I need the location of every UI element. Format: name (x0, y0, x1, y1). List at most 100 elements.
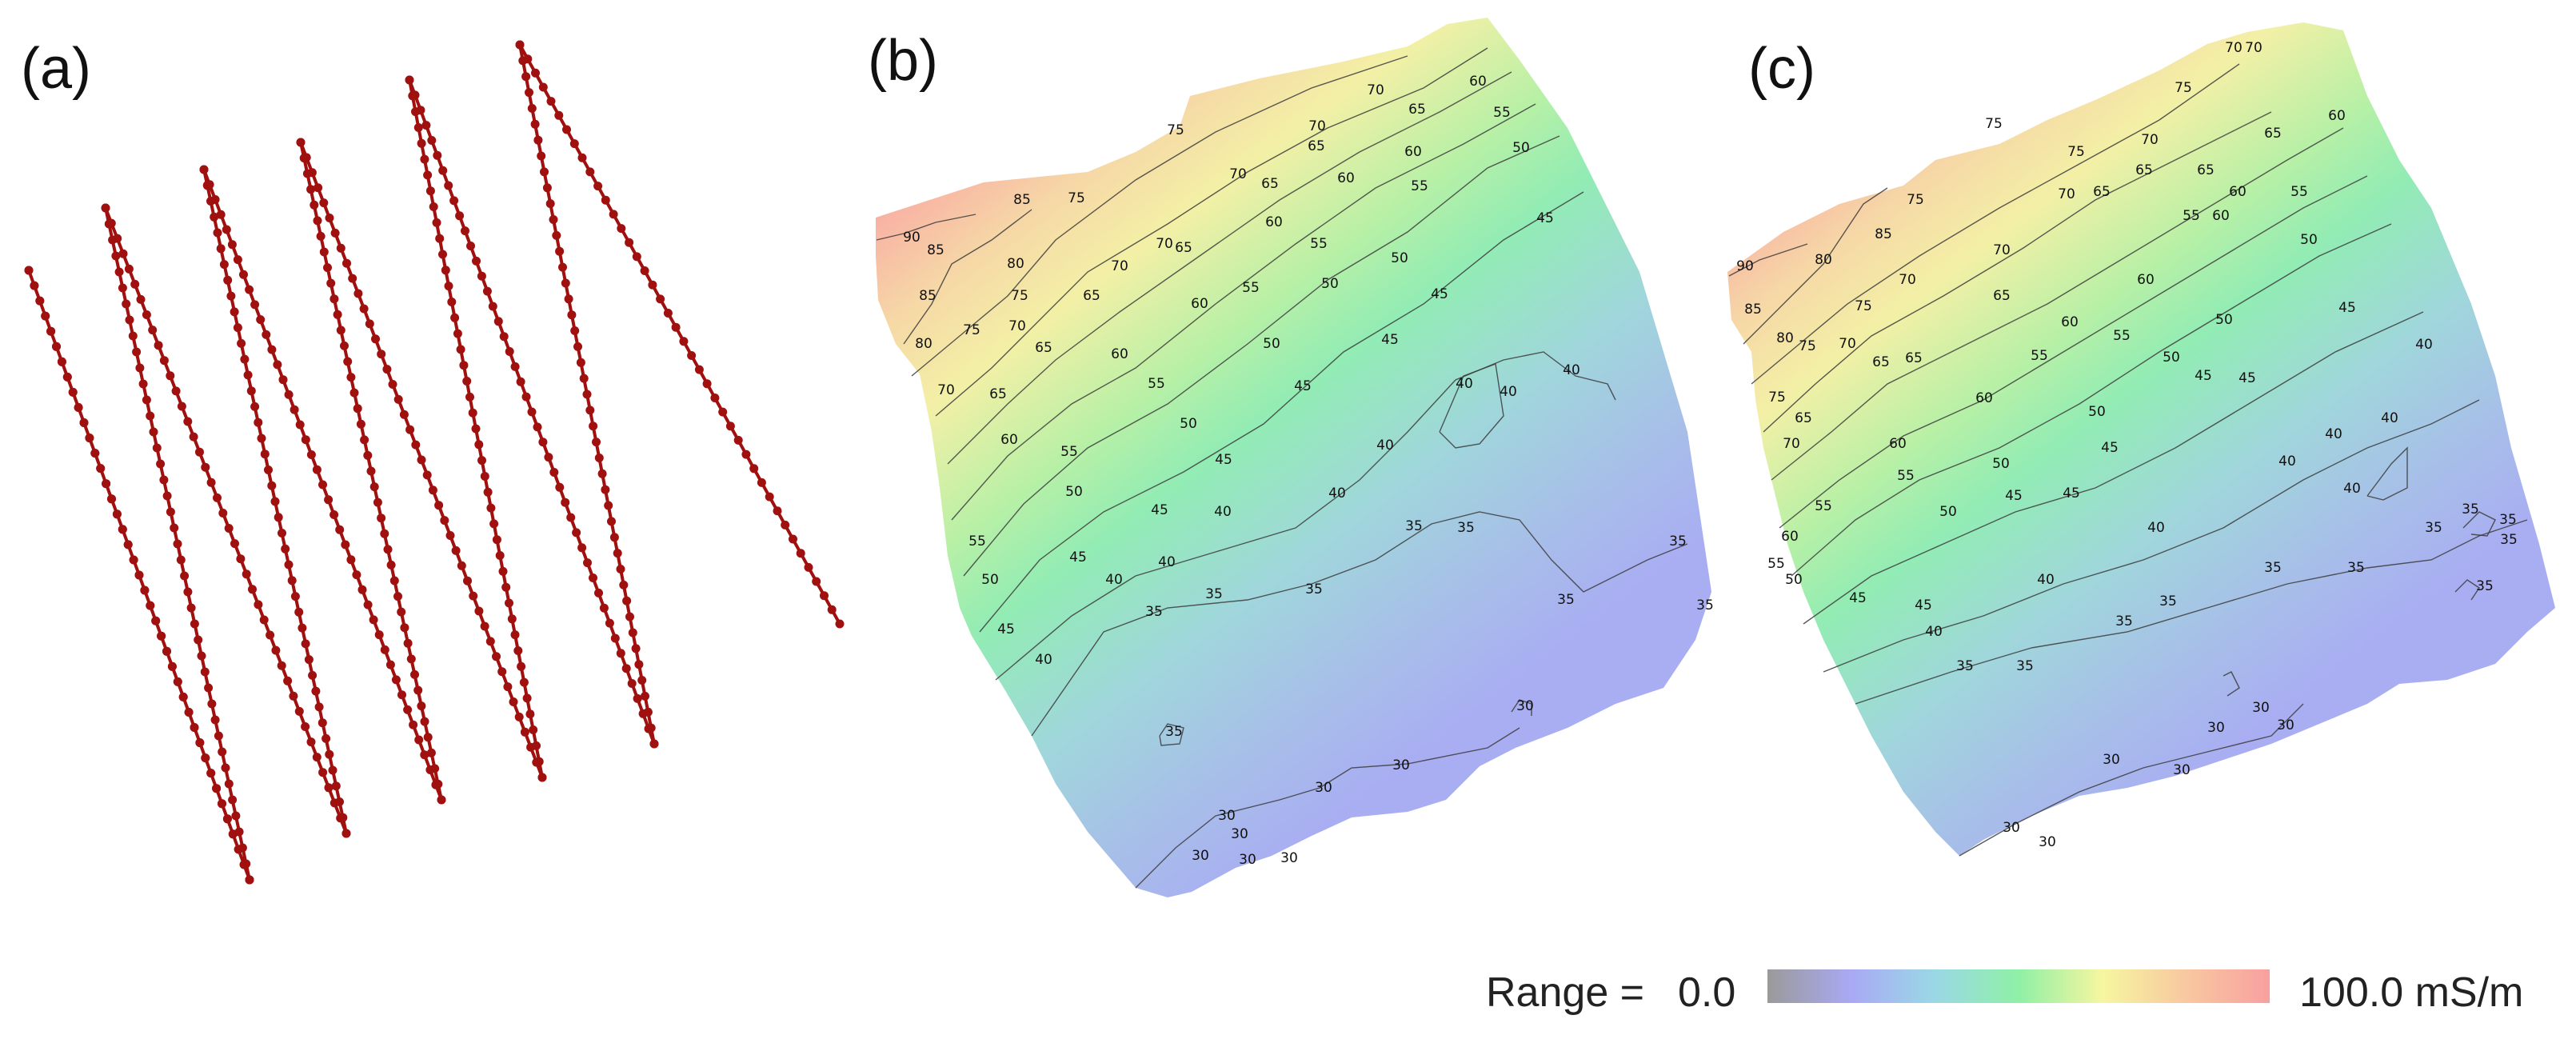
track-point (166, 371, 175, 381)
track-point (266, 630, 275, 640)
track-point (210, 715, 220, 725)
track-point (314, 702, 324, 712)
track-point (416, 106, 425, 115)
color-range-legend: Range = 0.0 100.0 mS/m (1486, 969, 2523, 1016)
track-point (248, 585, 257, 594)
track-point (566, 513, 576, 522)
track-point (254, 418, 263, 427)
track-point (493, 317, 503, 326)
track-point (546, 97, 556, 106)
track-point (463, 576, 472, 585)
track-point (329, 510, 339, 519)
track-point (306, 737, 316, 747)
track-point (438, 250, 447, 259)
contour-label-60: 60 (1469, 74, 1487, 90)
track-point (250, 300, 260, 310)
contour-label-30: 30 (1280, 850, 1298, 866)
track-point (149, 427, 158, 437)
contour-label-65: 65 (1308, 138, 1325, 154)
track-point (62, 372, 72, 382)
track-point (373, 498, 382, 507)
track-point (159, 356, 169, 366)
contour-label-70: 70 (2225, 40, 2243, 56)
track-point (197, 651, 206, 661)
track-point (637, 676, 647, 685)
track-point (296, 138, 306, 147)
track-point (617, 224, 626, 234)
track-point (477, 271, 486, 281)
track-point (310, 200, 319, 210)
track-point (609, 533, 619, 542)
track-point (663, 309, 673, 318)
contour-label-70: 70 (1367, 82, 1384, 98)
track-point (260, 450, 270, 459)
panel-label-b: (b) (868, 29, 938, 93)
track-point (341, 540, 350, 549)
track-point (725, 422, 735, 431)
track-point (671, 322, 681, 332)
track-point (311, 686, 321, 696)
contour-label-40: 40 (2278, 454, 2296, 470)
contour-label-45: 45 (2063, 486, 2080, 502)
track-point (228, 795, 238, 805)
track-point (462, 377, 472, 386)
track-point (835, 619, 845, 629)
contour-label-80: 80 (1007, 256, 1024, 272)
track-point (186, 603, 196, 613)
track-point (796, 549, 805, 558)
track-point (592, 438, 601, 447)
contour-label-35: 35 (2159, 593, 2177, 609)
contour-label-35: 35 (2425, 520, 2442, 536)
track-point (538, 438, 548, 447)
contour-label-60: 60 (1265, 214, 1283, 230)
track-point (569, 139, 579, 149)
track-point (318, 480, 327, 490)
track-point (417, 701, 426, 711)
map-c-contours (1728, 63, 2528, 857)
track-point (226, 291, 236, 301)
track-point (213, 228, 222, 238)
contour-label-75: 75 (963, 322, 980, 338)
contour-label-35: 35 (2115, 613, 2133, 629)
track-point (216, 244, 226, 254)
track-point (301, 722, 310, 731)
track-point (380, 529, 389, 538)
track-point (194, 635, 203, 645)
track-point (749, 464, 759, 474)
contour-label-70: 70 (1839, 336, 1856, 352)
track-point (148, 326, 158, 335)
track-point (124, 264, 134, 274)
map-b-field (876, 18, 1711, 897)
track-point (465, 392, 474, 402)
track-point (294, 706, 304, 716)
track-point (483, 487, 493, 497)
track-point (152, 443, 162, 453)
contour-label-55: 55 (1767, 556, 1785, 572)
track-point (195, 447, 204, 457)
track-point (156, 459, 166, 469)
track-point (46, 326, 56, 336)
track-point (236, 554, 246, 564)
track-point (302, 153, 311, 162)
track-point (380, 645, 389, 654)
track-point (342, 258, 351, 268)
track-point (278, 529, 286, 537)
track-point (206, 769, 216, 778)
contour-label-35: 35 (1669, 533, 1687, 549)
track-point (79, 418, 89, 427)
track-point (190, 723, 199, 732)
survey-track (24, 40, 845, 885)
track-point (605, 618, 614, 628)
contour-label-40: 40 (2415, 337, 2433, 353)
map-b-contours (876, 47, 1688, 889)
track-point (610, 633, 620, 643)
contour-label-40: 40 (2037, 572, 2055, 588)
contour-label-50: 50 (2163, 350, 2180, 366)
track-point (340, 341, 349, 350)
contour-label-70: 70 (937, 382, 955, 398)
contour-label-30: 30 (1392, 757, 1410, 773)
contour-label-60: 60 (1111, 346, 1128, 362)
track-point (594, 454, 604, 462)
track-point (111, 251, 121, 261)
